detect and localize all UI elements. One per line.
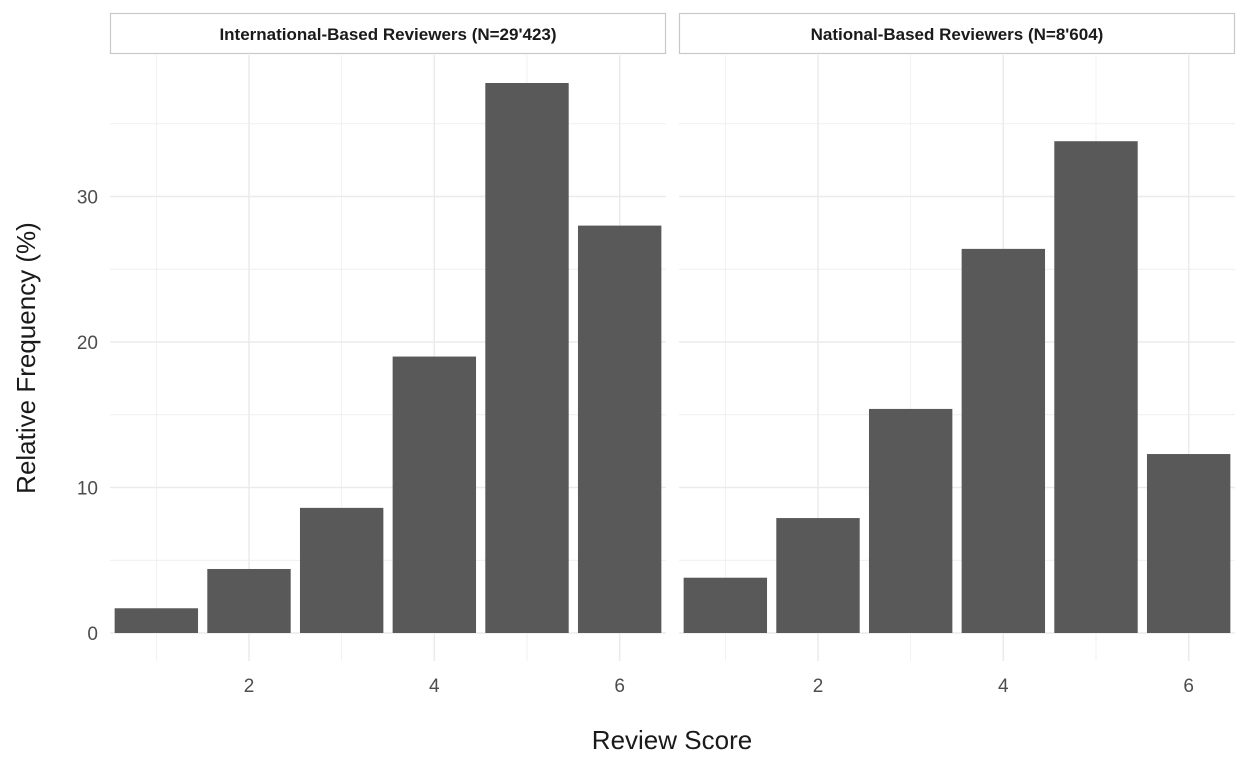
bar <box>683 577 768 633</box>
y-tick-label: 0 <box>87 624 98 645</box>
x-tick-label: 6 <box>1183 676 1194 697</box>
y-axis-title: Relative Frequency (%) <box>11 222 41 494</box>
panel-title: International-Based Reviewers (N=29'423) <box>219 25 556 44</box>
panel-international: International-Based Reviewers (N=29'423)… <box>109 12 667 697</box>
bar <box>868 408 953 633</box>
x-axis-title: Review Score <box>592 725 752 755</box>
x-tick-label: 4 <box>429 676 440 697</box>
bar <box>1146 454 1231 633</box>
y-tick-label: 10 <box>77 479 98 500</box>
panel-national: National-Based Reviewers (N=8'604) 2 4 6 <box>678 12 1236 697</box>
panel-strip <box>109 12 667 55</box>
panel-title: National-Based Reviewers (N=8'604) <box>811 25 1104 44</box>
x-tick-label: 4 <box>998 676 1009 697</box>
bar <box>392 356 477 633</box>
bar <box>776 518 860 633</box>
x-tick-label: 2 <box>813 676 824 697</box>
panel-strip <box>678 12 1236 55</box>
y-tick-label: 20 <box>77 333 98 354</box>
y-axis-ticks: 0 10 20 30 <box>77 188 98 646</box>
bar <box>299 507 384 633</box>
bar <box>577 225 662 633</box>
x-tick-label: 2 <box>244 676 255 697</box>
bar <box>1054 141 1138 633</box>
bar <box>961 248 1046 633</box>
bar <box>207 568 291 633</box>
y-tick-label: 30 <box>77 188 98 209</box>
bar <box>485 83 569 633</box>
bar <box>114 608 199 633</box>
x-tick-label: 6 <box>614 676 625 697</box>
